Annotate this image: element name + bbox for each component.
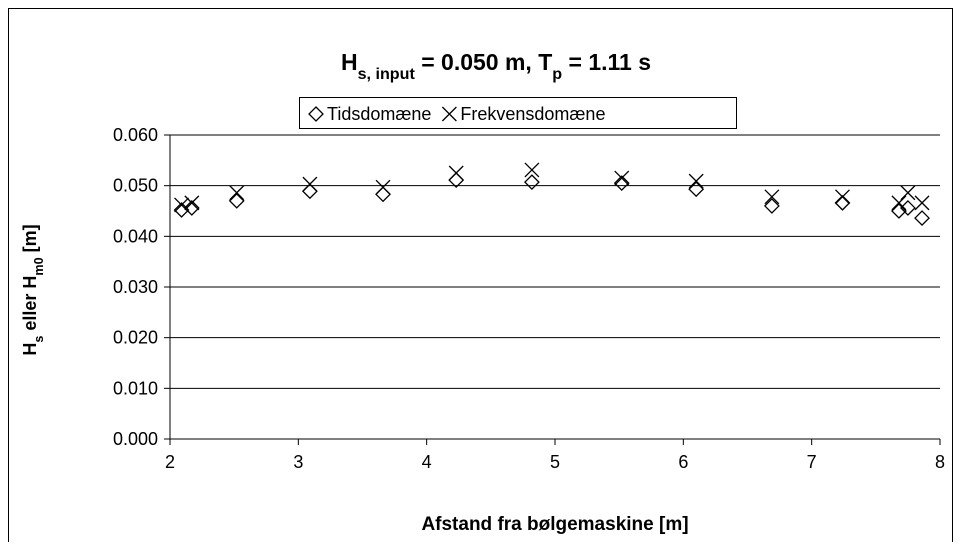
point <box>183 200 200 216</box>
legend-label: Tidsdomæne <box>327 104 431 124</box>
x-tick-label: 5 <box>550 452 560 472</box>
legend-marker <box>441 106 457 122</box>
point <box>613 175 630 192</box>
text-part: H <box>20 343 40 356</box>
point <box>688 173 704 189</box>
point <box>184 195 200 211</box>
x-tick-label: 6 <box>678 452 688 472</box>
point <box>688 181 705 198</box>
point <box>524 162 540 178</box>
point <box>914 210 930 227</box>
point <box>891 195 907 211</box>
y-tick-label: 0.030 <box>113 277 158 297</box>
subscript: p <box>552 65 562 83</box>
point <box>375 179 391 195</box>
point <box>228 192 245 209</box>
text-part: = 1.11 s <box>562 49 651 75</box>
text-part: [m] <box>20 224 40 257</box>
point <box>834 194 851 211</box>
point <box>764 189 780 205</box>
y-tick-label: 0.050 <box>113 176 158 196</box>
point <box>448 165 464 181</box>
subscript: s, input <box>358 65 416 83</box>
point <box>835 189 850 205</box>
y-tick-label: 0.000 <box>113 429 158 449</box>
point <box>763 198 780 214</box>
y-tick-label: 0.020 <box>113 328 158 348</box>
text-part: H <box>341 49 358 75</box>
legend-box <box>299 97 737 129</box>
x-tick-label: 2 <box>165 452 175 472</box>
subscript: s <box>32 336 46 343</box>
point <box>900 185 916 201</box>
x-axis-label: Afstand fra bølgemaskine [m] <box>421 514 688 535</box>
text-part: = 0.050 m, T <box>415 49 552 75</box>
point <box>174 197 190 213</box>
y-tick-label: 0.010 <box>113 378 158 398</box>
point <box>891 203 907 219</box>
subscript: m0 <box>32 257 46 275</box>
legend-label: Frekvensdomæne <box>460 104 605 124</box>
x-tick-label: 4 <box>422 452 432 472</box>
point <box>914 195 930 211</box>
chart-title: Hs, input = 0.050 m, Tp = 1.11 s <box>341 49 651 83</box>
x-tick-label: 7 <box>807 452 817 472</box>
text-part: eller H <box>20 276 40 336</box>
point <box>302 176 318 192</box>
x-tick-label: 8 <box>935 452 945 472</box>
point <box>523 174 540 191</box>
point <box>614 170 630 186</box>
legend-marker <box>308 106 324 122</box>
y-tick-label: 0.060 <box>113 125 158 145</box>
point <box>229 185 245 201</box>
x-tick-label: 3 <box>293 452 303 472</box>
point <box>899 200 916 216</box>
y-tick-label: 0.040 <box>113 226 158 246</box>
y-axis-label: Hs eller Hm0 [m] <box>20 224 46 355</box>
